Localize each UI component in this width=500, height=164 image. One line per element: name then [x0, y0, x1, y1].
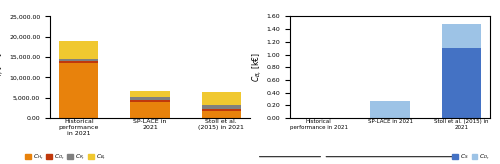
Bar — [442, 48, 481, 118]
Bar — [202, 105, 241, 109]
Bar — [130, 102, 170, 118]
Bar — [202, 109, 241, 111]
Bar — [59, 61, 98, 63]
Bar — [370, 101, 410, 118]
Legend: $C_{H_r}$, $C_{O_r}$, $C_{R_r}$, $C_{B_r}$: $C_{H_r}$, $C_{O_r}$, $C_{R_r}$, $C_{B_r… — [23, 150, 108, 164]
Bar — [59, 41, 98, 59]
Y-axis label: $C_{T_r}$ [k€]: $C_{T_r}$ [k€] — [0, 52, 6, 82]
Bar — [442, 24, 481, 48]
Bar — [59, 63, 98, 118]
Legend: $C_S$, $C_{D_r}$: $C_S$, $C_{D_r}$ — [450, 150, 492, 164]
Bar — [202, 111, 241, 118]
Bar — [202, 92, 241, 105]
Bar — [59, 59, 98, 61]
Y-axis label: $C_{B_r}$ [k€]: $C_{B_r}$ [k€] — [250, 52, 264, 82]
Bar — [130, 91, 170, 97]
Bar — [130, 100, 170, 102]
Bar — [130, 97, 170, 100]
